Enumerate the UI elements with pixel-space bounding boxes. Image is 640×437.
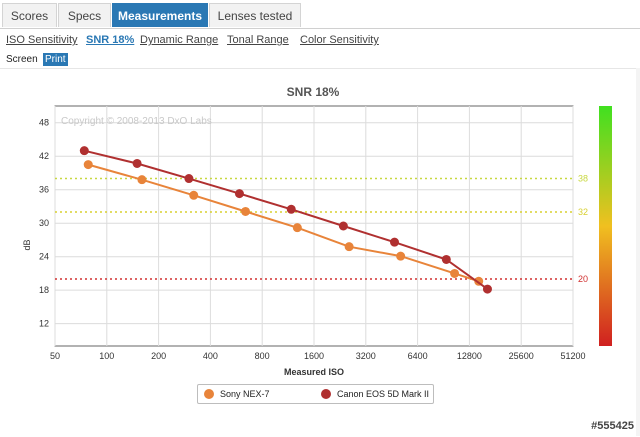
x-tick-label: 25600: [509, 351, 534, 361]
x-tick-label: 3200: [356, 351, 376, 361]
subnav-color-sensitivity[interactable]: Color Sensitivity: [300, 34, 379, 46]
subnav-tonal-range[interactable]: Tonal Range: [227, 34, 289, 46]
y-axis-label: dB: [22, 239, 32, 250]
y-tick-labels: 12 18 24 30 36 42 48: [39, 118, 49, 329]
data-point-sony: [189, 190, 199, 200]
y-tick-label: 30: [39, 218, 49, 228]
chart-watermark: Copyright © 2008-2013 DxO Labs: [61, 116, 212, 127]
y-tick-label: 18: [39, 285, 49, 295]
data-point-sony: [292, 223, 302, 233]
data-point-sony: [396, 251, 406, 261]
data-point-canon: [234, 189, 244, 199]
data-point-canon: [338, 221, 348, 231]
screen-mode-button[interactable]: Screen: [6, 54, 38, 65]
x-tick-label: 12800: [457, 351, 482, 361]
print-mode-button[interactable]: Print: [43, 53, 68, 66]
reference-line-label: 38: [578, 174, 588, 184]
panel-edge: [636, 68, 640, 436]
x-tick-label: 400: [203, 351, 218, 361]
legend-label-canon: Canon EOS 5D Mark II: [337, 389, 430, 399]
y-tick-label: 48: [39, 118, 49, 128]
data-point-canon: [286, 204, 296, 214]
subnav-snr-18[interactable]: SNR 18%: [86, 34, 135, 46]
data-point-sony: [450, 268, 460, 278]
y-tick-label: 12: [39, 319, 49, 329]
legend-marker-sony: [204, 389, 214, 399]
data-point-canon: [79, 146, 89, 156]
tab-bar: Scores Specs Measurements Lenses tested: [0, 0, 640, 29]
x-tick-label: 6400: [408, 351, 428, 361]
y-tick-label: 36: [39, 185, 49, 195]
x-tick-label: 51200: [560, 351, 585, 361]
x-tick-label: 50: [50, 351, 60, 361]
subnav-dynamic-range[interactable]: Dynamic Range: [140, 34, 219, 46]
x-tick-label: 100: [99, 351, 114, 361]
tab-measurements[interactable]: Measurements: [112, 3, 208, 27]
reference-line-label: 20: [578, 274, 588, 284]
data-point-sony: [344, 242, 354, 252]
data-point-canon: [441, 254, 451, 264]
chart-title: SNR 18%: [287, 85, 340, 99]
grid-lines: [54, 106, 574, 346]
reference-line-label: 32: [578, 207, 588, 217]
x-axis-label: Measured ISO: [284, 367, 344, 377]
tab-scores[interactable]: Scores: [2, 3, 57, 27]
footer-tag: #555425: [591, 420, 634, 432]
y-tick-label: 24: [39, 252, 49, 262]
x-tick-labels: 50 100 200 400 800 1600 3200 6400 12800 25600 5120…: [50, 351, 586, 361]
legend-marker-canon: [321, 389, 331, 399]
x-tick-label: 800: [255, 351, 270, 361]
data-point-canon: [132, 158, 142, 168]
tab-specs[interactable]: Specs: [58, 3, 111, 27]
data-point-sony: [137, 175, 147, 185]
data-point-sony: [241, 206, 251, 216]
subnav-iso-sensitivity[interactable]: ISO Sensitivity: [6, 34, 78, 46]
data-point-canon: [390, 237, 400, 247]
y-tick-label: 42: [39, 151, 49, 161]
tab-lenses-tested[interactable]: Lenses tested: [209, 3, 301, 27]
data-point-canon: [482, 284, 492, 294]
data-point-sony: [83, 160, 93, 170]
color-scale-bar: [599, 106, 612, 346]
x-tick-label: 1600: [304, 351, 324, 361]
series-layer: [79, 146, 492, 294]
x-tick-label: 200: [151, 351, 166, 361]
chart-legend: Sony NEX-7 Canon EOS 5D Mark II: [197, 384, 434, 404]
data-point-canon: [184, 174, 194, 184]
legend-label-sony: Sony NEX-7: [220, 389, 270, 399]
